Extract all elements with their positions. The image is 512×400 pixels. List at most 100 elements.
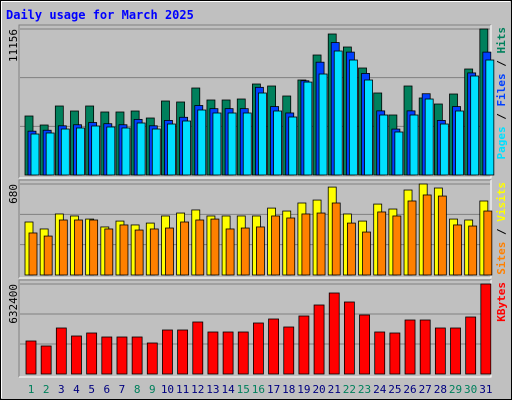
y-tick-label: 632400 xyxy=(7,284,20,324)
bar xyxy=(165,227,174,276)
bar xyxy=(377,211,387,276)
bar xyxy=(379,114,389,176)
bar xyxy=(25,340,37,375)
x-tick-label: 27 xyxy=(419,383,432,396)
bar xyxy=(455,110,464,176)
bar xyxy=(419,319,431,375)
bar xyxy=(30,133,40,176)
bar xyxy=(136,122,146,176)
legend-separator: / xyxy=(495,107,508,127)
bar xyxy=(465,316,477,375)
bar xyxy=(197,109,207,176)
legend-entry: KBytes xyxy=(495,282,508,322)
bar xyxy=(207,331,219,375)
legend-separator: / xyxy=(495,54,508,74)
x-tick-label: 14 xyxy=(221,383,235,396)
legend: Sites / Visits xyxy=(495,182,508,275)
legend: Pages / Files / Hits xyxy=(495,27,508,160)
bar xyxy=(362,231,371,276)
x-tick-label: 30 xyxy=(464,383,477,396)
y-tick-label: 11156 xyxy=(7,29,20,62)
bar xyxy=(242,112,252,176)
bar xyxy=(151,128,161,176)
bar xyxy=(348,59,358,176)
bar xyxy=(468,225,478,276)
bar xyxy=(288,116,298,176)
bar xyxy=(55,327,67,375)
bar xyxy=(86,332,98,375)
bar xyxy=(227,112,237,176)
bar xyxy=(483,210,493,276)
bar xyxy=(404,319,416,375)
x-tick-label: 4 xyxy=(73,383,80,396)
bar xyxy=(424,98,434,176)
bar xyxy=(485,59,495,176)
x-tick-label: 26 xyxy=(403,383,416,396)
bar xyxy=(101,336,113,375)
panel-bevel xyxy=(18,24,491,178)
x-tick-label: 15 xyxy=(237,383,250,396)
x-tick-label: 25 xyxy=(388,383,401,396)
x-tick-label: 18 xyxy=(282,383,295,396)
bar xyxy=(434,327,446,375)
bar xyxy=(283,326,295,375)
bar xyxy=(45,132,55,176)
bar xyxy=(450,327,461,375)
bar xyxy=(43,235,53,276)
bar xyxy=(192,321,204,375)
bar xyxy=(303,81,313,176)
bar xyxy=(328,292,340,375)
bar xyxy=(28,232,38,276)
bar xyxy=(104,228,114,276)
bar xyxy=(121,127,131,176)
bar xyxy=(374,331,386,375)
bar xyxy=(74,219,83,276)
x-tick-label: 20 xyxy=(312,383,325,396)
legend-separator: / xyxy=(495,222,508,242)
bar xyxy=(195,219,205,276)
bar xyxy=(268,318,279,375)
bar xyxy=(333,50,343,176)
bar xyxy=(470,75,480,176)
chart-title: Daily usage for March 2025 xyxy=(6,8,194,22)
x-tick-label: 1 xyxy=(28,383,35,396)
y-tick-label: 680 xyxy=(7,184,20,204)
bar xyxy=(167,123,176,176)
bar xyxy=(119,224,129,276)
bar xyxy=(162,329,173,375)
bar xyxy=(409,114,419,176)
bar xyxy=(210,218,220,276)
bar xyxy=(453,224,462,276)
x-tick-label: 24 xyxy=(373,383,387,396)
bar xyxy=(91,125,101,176)
bar xyxy=(256,226,265,276)
bar xyxy=(346,222,356,276)
bar xyxy=(222,331,234,375)
bar xyxy=(439,123,449,176)
bar xyxy=(149,228,159,276)
bar xyxy=(40,345,52,375)
bar xyxy=(364,79,373,176)
x-tick-label: 3 xyxy=(58,383,65,396)
legend-entry: Visits xyxy=(495,182,508,222)
bar xyxy=(437,195,447,276)
bar xyxy=(134,229,144,276)
bar xyxy=(89,219,99,276)
x-tick-label: 16 xyxy=(252,383,265,396)
x-tick-label: 7 xyxy=(119,383,126,396)
x-tick-label: 21 xyxy=(328,383,341,396)
x-tick-label: 6 xyxy=(103,383,110,396)
bar xyxy=(313,304,325,375)
bar xyxy=(318,73,328,176)
x-tick-label: 12 xyxy=(191,383,204,396)
x-tick-label: 5 xyxy=(88,383,95,396)
bar xyxy=(240,227,250,276)
legend-entry: Sites xyxy=(495,242,508,275)
bar xyxy=(116,336,128,375)
legend-entry: Hits xyxy=(495,27,508,54)
bar xyxy=(225,228,235,276)
bar xyxy=(182,120,192,176)
bar xyxy=(316,212,326,276)
bar xyxy=(177,329,189,375)
x-tick-label: 10 xyxy=(161,383,174,396)
